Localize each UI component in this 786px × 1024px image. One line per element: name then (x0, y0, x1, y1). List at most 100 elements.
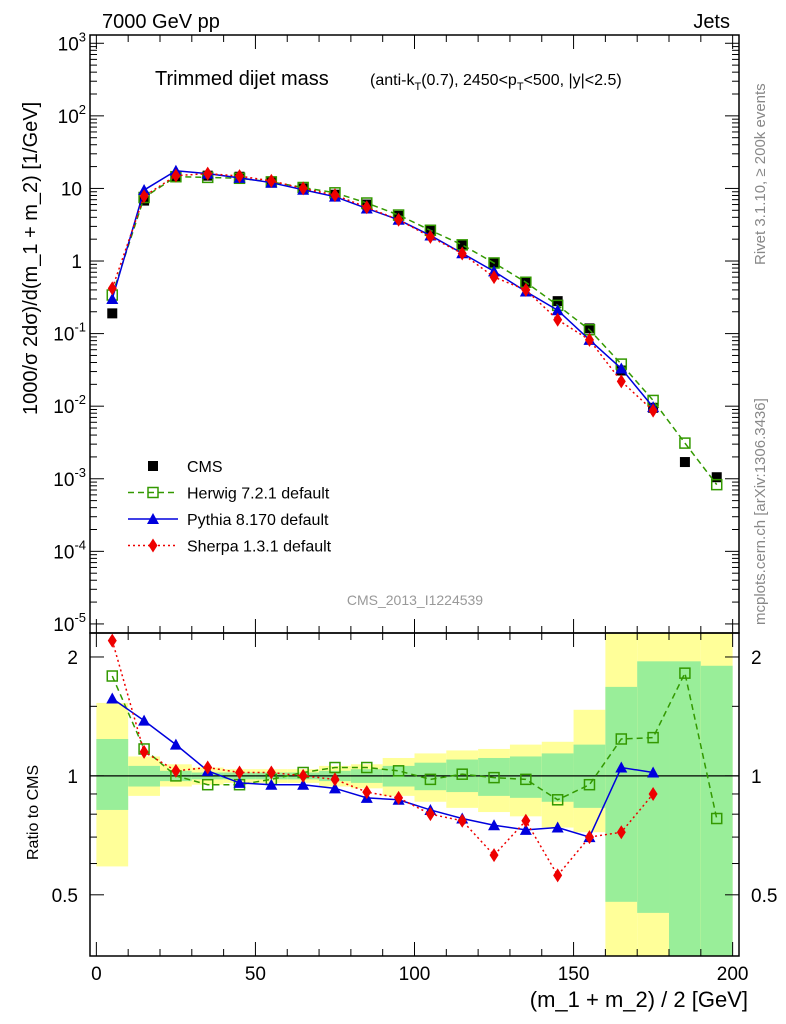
y-axis-label-main: 1000/σ 2dσ)/d(m_1 + m_2) [1/GeV] (20, 102, 42, 415)
ratio-point-sherpa (648, 786, 658, 801)
data-point-0 (584, 323, 595, 334)
ratio-point-herwig (201, 778, 214, 791)
x-tick-label: 0 (91, 964, 102, 985)
data-point-2 (615, 362, 628, 374)
legend-label: Sherpa 1.3.1 default (187, 539, 332, 556)
ratio-point-pythia (615, 761, 628, 773)
y-tick-label-ratio-left: 2 (67, 648, 78, 669)
ratio-point-herwig (615, 733, 628, 745)
data-point-3 (648, 403, 658, 418)
subtitle-part-1: (anti-k (370, 72, 415, 89)
y-tick-label-ratio-right: 0.5 (751, 886, 777, 907)
ratio-point-pythia (647, 766, 660, 778)
mcplots-label: mcplots.cern.ch [arXiv:1306.3436] (752, 398, 769, 625)
chart-subtitle: (anti-kT(0.7), 2450<pT<500, |y|<2.5) (370, 72, 622, 93)
data-point-0 (457, 240, 468, 251)
legend-marker (147, 486, 159, 499)
subtitle-part-3: <500, |y|<2.5) (524, 72, 622, 89)
ratio-point-sherpa (171, 763, 181, 778)
data-point-3 (489, 270, 499, 285)
ratio-line-pythia (111, 697, 654, 838)
data-point-3 (298, 181, 308, 196)
ratio-point-herwig (520, 773, 532, 786)
ratio-point-sherpa (584, 830, 594, 845)
band-green (509, 756, 542, 798)
ratio-point-sherpa (553, 868, 563, 883)
y-tick-label-main: 10-1 (53, 320, 86, 346)
ratio-point-sherpa (107, 633, 117, 648)
ratio-point-sherpa (425, 807, 435, 822)
analysis-id: CMS_2013_I1224539 (347, 592, 483, 608)
x-tick-label: 150 (558, 964, 590, 985)
chart-title-main: Trimmed dijet mass (155, 68, 329, 90)
series-line-2 (111, 170, 654, 408)
band-green (96, 738, 129, 810)
band-green (700, 665, 733, 956)
subtitle-sub-2: T (517, 81, 524, 93)
series-line-1 (111, 175, 718, 486)
subtitle-sub-1: T (414, 81, 421, 93)
ratio-point-herwig (583, 778, 596, 791)
data-point-3 (457, 246, 467, 261)
ratio-line-herwig (111, 670, 718, 819)
ratio-point-herwig (106, 670, 119, 682)
data-point-3 (171, 168, 181, 183)
y-tick-label-main: 10-2 (53, 392, 86, 418)
data-point-3 (553, 312, 563, 327)
data-point-2 (106, 292, 119, 304)
data-point-3 (330, 188, 340, 203)
ratio-point-herwig (456, 768, 468, 780)
y-tick-label-main: 10-4 (53, 537, 86, 563)
ratio-point-pythia (233, 776, 246, 788)
header-left: 7000 GeV pp (102, 11, 220, 33)
legend-marker (148, 538, 158, 553)
y-tick-label-main: 1 (71, 252, 82, 273)
ratio-point-sherpa (266, 765, 276, 780)
ratio-point-pythia (519, 823, 532, 835)
y-axis-label-ratio: Ratio to CMS (25, 765, 42, 860)
ratio-point-herwig (424, 773, 437, 786)
legend-marker (148, 461, 158, 471)
x-tick-label: 200 (717, 964, 749, 985)
ratio-point-pythia (138, 714, 151, 726)
data-point-3 (203, 166, 213, 181)
header-right: Jets (693, 11, 730, 33)
data-point-1 (679, 437, 691, 449)
data-point-3 (266, 173, 276, 188)
data-point-3 (521, 282, 531, 297)
y-tick-label-main: 10 (61, 179, 82, 200)
ratio-point-pythia (169, 738, 182, 750)
x-tick-label: 100 (399, 964, 431, 985)
ratio-point-sherpa (139, 744, 149, 759)
legend-marker (147, 513, 159, 524)
x-axis-label: (m_1 + m_2) / 2 [GeV] (530, 987, 748, 1012)
data-point-3 (394, 212, 404, 227)
ratio-point-herwig (710, 812, 723, 825)
band-green (605, 686, 638, 902)
ratio-point-pythia (297, 778, 310, 790)
ratio-point-sherpa (362, 785, 372, 800)
ratio-point-pythia (551, 821, 564, 833)
ratio-point-pythia (106, 692, 119, 704)
ratio-point-pythia (488, 819, 501, 831)
legend-label: Herwig 7.2.1 default (187, 486, 330, 503)
y-tick-label-main: 102 (58, 102, 86, 128)
y-tick-label-ratio-left: 0.5 (52, 886, 78, 907)
band-green (669, 661, 701, 956)
ratio-point-sherpa (489, 848, 499, 863)
legend: CMS Herwig 7.2.1 default Pythia 8.170 defa… (128, 459, 332, 556)
ratio-point-sherpa (457, 813, 467, 828)
chart-title: Trimmed dijet mass (anti-kT(0.7), 2450<p… (155, 68, 622, 93)
ratio-point-herwig (361, 761, 373, 774)
y-tick-label-ratio-left: 1 (67, 767, 78, 788)
ratio-point-sherpa (616, 825, 626, 840)
y-tick-label-ratio-right: 1 (751, 767, 762, 788)
ratio-point-pythia (328, 782, 341, 794)
ratio-point-herwig (392, 765, 405, 777)
legend-label: Pythia 8.170 default (187, 512, 329, 529)
data-point-3 (616, 374, 626, 389)
ratio-point-sherpa (394, 790, 404, 805)
ratio-point-herwig (679, 667, 691, 679)
x-tick-label: 50 (245, 964, 266, 985)
